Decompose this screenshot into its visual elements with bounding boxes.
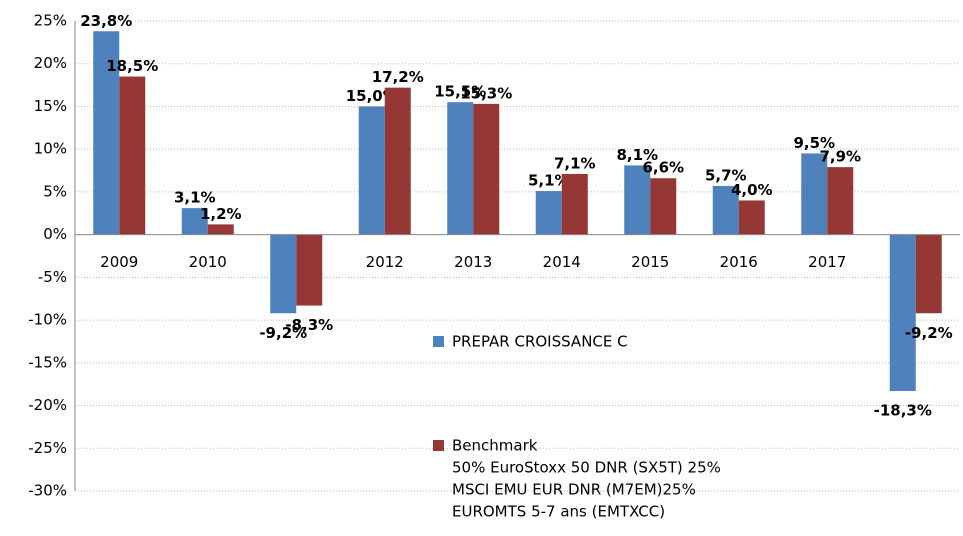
legend-label: Benchmark — [452, 437, 538, 455]
bar — [624, 165, 651, 235]
bar — [473, 103, 500, 235]
y-tick-label: 10% — [34, 140, 67, 158]
bar — [827, 167, 854, 235]
x-tick-label: 2010 — [189, 253, 227, 271]
bar — [447, 102, 474, 235]
data-label: 23,8% — [80, 12, 132, 30]
data-label: -9,2% — [259, 324, 307, 342]
data-label: 7,9% — [819, 148, 861, 166]
bar — [915, 234, 942, 314]
y-tick-label: 5% — [43, 182, 67, 200]
x-tick-label: 2016 — [720, 253, 758, 271]
y-tick-label: -5% — [38, 268, 67, 286]
bar — [738, 200, 765, 235]
y-tick-label: -20% — [28, 396, 67, 414]
data-label: -8,3% — [285, 316, 333, 334]
bar — [561, 173, 588, 235]
data-label: -18,3% — [874, 402, 932, 420]
legend-note: 50% EuroStoxx 50 DNR (SX5T) 25% — [452, 459, 721, 477]
x-tick-label: 2012 — [366, 253, 404, 271]
data-label: 6,6% — [642, 159, 684, 177]
x-tick-label: 2014 — [543, 253, 581, 271]
data-label: -9,2% — [905, 324, 953, 342]
legend-swatch — [433, 440, 444, 451]
data-label: 15,5% — [434, 83, 486, 101]
y-tick-label: -30% — [28, 482, 67, 500]
bar — [384, 87, 411, 235]
y-tick-label: 15% — [34, 97, 67, 115]
bar — [650, 178, 677, 235]
data-label: 7,1% — [554, 154, 596, 172]
x-tick-label: 2013 — [454, 253, 492, 271]
y-tick-label: -10% — [28, 311, 67, 329]
bar — [270, 234, 297, 314]
bar — [535, 191, 562, 235]
bar — [889, 234, 916, 392]
y-tick-label: 20% — [34, 54, 67, 72]
data-label: 5,7% — [705, 166, 747, 184]
data-label: 1,2% — [200, 205, 242, 223]
bar — [119, 76, 146, 235]
data-label: 4,0% — [731, 181, 773, 199]
bar — [181, 208, 208, 235]
y-tick-label: -25% — [28, 439, 67, 457]
data-label: 5,1% — [528, 172, 570, 190]
data-label: 3,1% — [174, 189, 216, 207]
bar — [93, 31, 120, 235]
x-tick-label: 2009 — [100, 253, 138, 271]
bar — [801, 153, 828, 235]
x-tick-label: 2015 — [631, 253, 669, 271]
data-label: 9,5% — [793, 134, 835, 152]
bar — [207, 224, 234, 235]
y-tick-label: 0% — [43, 225, 67, 243]
y-tick-label: -15% — [28, 353, 67, 371]
legend-label: PREPAR CROISSANCE C — [452, 333, 628, 351]
bar — [712, 185, 739, 235]
bar — [358, 106, 385, 235]
data-label: 15,3% — [460, 84, 512, 102]
x-tick-label: 2017 — [808, 253, 846, 271]
legend-note: EUROMTS 5-7 ans (EMTXCC) — [452, 503, 665, 521]
data-label: 8,1% — [616, 146, 658, 164]
bar — [296, 234, 323, 306]
data-label: 18,5% — [106, 57, 158, 75]
y-tick-label: 25% — [34, 12, 67, 30]
legend-swatch — [433, 336, 444, 347]
data-label: 17,2% — [372, 68, 424, 86]
legend-note: MSCI EMU EUR DNR (M7EM)25% — [452, 481, 696, 499]
